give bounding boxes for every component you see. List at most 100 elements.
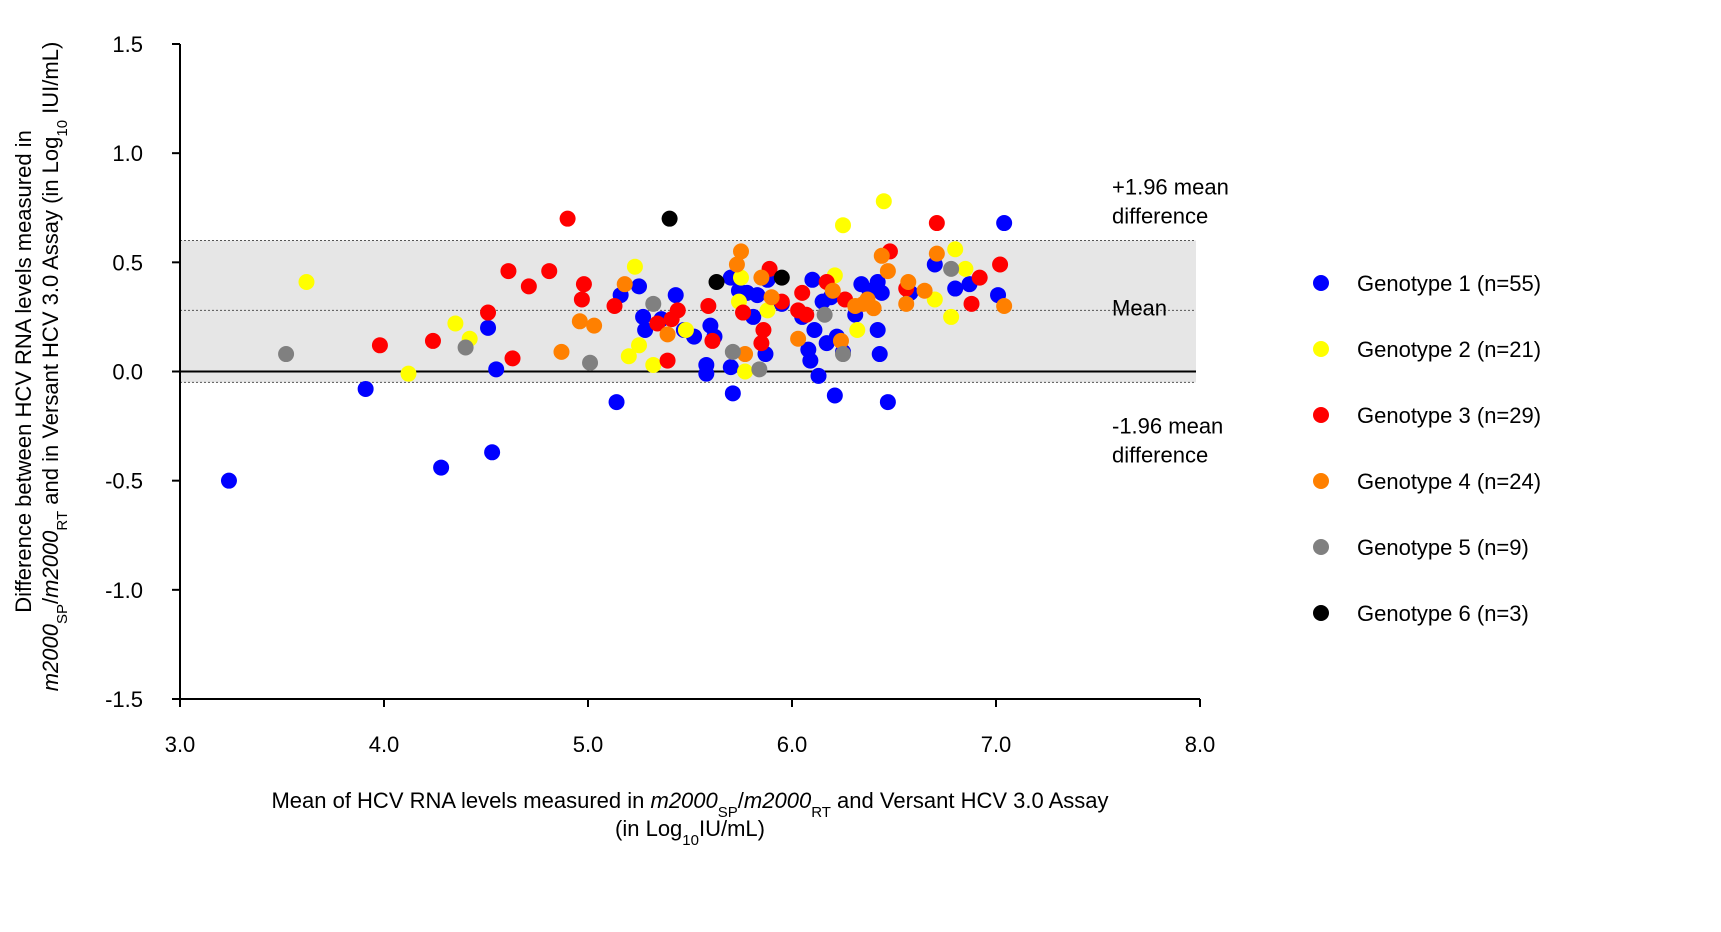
data-point: [645, 356, 662, 373]
data-point: [724, 343, 741, 360]
data-point: [875, 193, 892, 210]
y-tick-label: 1.0: [112, 141, 143, 166]
data-point: [963, 295, 980, 312]
legend-label: Genotype 1 (n=55): [1357, 271, 1541, 296]
data-point: [520, 278, 537, 295]
legend-item: Genotype 3 (n=29): [1313, 403, 1541, 428]
data-point: [424, 332, 441, 349]
x-axis-title-line1: Mean of HCV RNA levels measured in m2000…: [271, 788, 1108, 821]
data-points: [220, 193, 1013, 489]
data-point: [667, 287, 684, 304]
data-point: [996, 298, 1013, 314]
data-point: [582, 354, 599, 371]
title-fragment: SP: [718, 804, 738, 821]
data-point: [996, 215, 1013, 232]
legend-item: Genotype 4 (n=24): [1313, 469, 1541, 494]
data-point: [873, 284, 890, 301]
data-point: [677, 322, 694, 339]
x-tick-label: 6.0: [777, 732, 808, 757]
data-point: [480, 304, 497, 321]
data-point: [649, 315, 666, 332]
y-tick-label: -1.5: [105, 687, 143, 712]
y-tick-label: 0.5: [112, 250, 143, 275]
legend-label: Genotype 3 (n=29): [1357, 403, 1541, 428]
legend-label: Genotype 2 (n=21): [1357, 337, 1541, 362]
data-point: [616, 276, 633, 293]
legend-item: Genotype 2 (n=21): [1313, 337, 1541, 362]
y-axis-title-line1: Difference between HCV RNA levels measur…: [11, 130, 36, 613]
data-point: [806, 322, 823, 339]
data-point: [553, 343, 570, 360]
data-point: [357, 380, 374, 397]
title-fragment: (in Log: [615, 816, 682, 841]
data-point: [608, 394, 625, 411]
lower-limit-label: -1.96 mean difference: [1112, 413, 1229, 467]
data-point: [971, 269, 988, 286]
data-point: [631, 337, 647, 354]
data-point: [659, 352, 676, 369]
title-fragment: m2000: [651, 788, 719, 813]
x-tick-label: 3.0: [165, 732, 196, 757]
data-point: [755, 322, 772, 339]
x-tick-label: 7.0: [981, 732, 1012, 757]
title-fragment: and in Versant HCV 3.0 Assay (in Log: [38, 137, 63, 511]
title-fragment: m2000: [744, 788, 812, 813]
data-point: [737, 363, 754, 380]
data-point: [626, 258, 643, 275]
data-point: [947, 280, 964, 297]
data-point: [220, 472, 237, 489]
data-point: [278, 346, 295, 363]
legend-marker: [1313, 275, 1329, 291]
data-point: [773, 269, 790, 286]
y-tick-label: 0.0: [112, 360, 143, 385]
data-point: [504, 350, 521, 367]
data-point: [298, 273, 315, 290]
data-point: [488, 361, 505, 378]
legend-marker: [1313, 407, 1329, 423]
data-point: [871, 346, 888, 363]
title-fragment: IU/mL): [699, 816, 765, 841]
y-axis-title-line2: m2000SP/m2000RT and in Versant HCV 3.0 A…: [38, 42, 71, 692]
data-point: [947, 241, 964, 258]
data-point: [559, 210, 576, 227]
title-fragment: RT: [811, 804, 831, 821]
data-point: [835, 346, 851, 363]
legend-label: Genotype 5 (n=9): [1357, 535, 1529, 560]
data-point: [753, 269, 770, 286]
title-fragment: m2000: [38, 623, 63, 691]
x-tick-label: 4.0: [369, 732, 400, 757]
data-point: [735, 304, 752, 321]
data-point: [798, 306, 815, 323]
data-point: [928, 245, 945, 262]
title-fragment: Difference between HCV RNA levels measur…: [11, 130, 36, 613]
data-point: [733, 243, 749, 260]
data-point: [898, 295, 915, 312]
data-point: [722, 359, 739, 376]
data-point: [620, 348, 637, 365]
data-point: [606, 298, 623, 314]
data-point: [737, 346, 754, 363]
data-point: [631, 278, 647, 295]
data-point: [573, 291, 590, 308]
x-axis-title-line2: (in Log10IU/mL): [615, 816, 765, 849]
data-point: [916, 282, 933, 299]
data-point: [943, 260, 960, 277]
lower-limit-label-line1: -1.96 mean: [1112, 413, 1223, 438]
data-point: [763, 289, 780, 306]
data-point: [571, 313, 588, 330]
title-fragment: m2000: [38, 530, 63, 598]
data-point: [759, 302, 776, 319]
data-point: [835, 217, 851, 234]
data-point: [832, 332, 849, 349]
data-point: [957, 260, 974, 277]
data-point: [790, 330, 807, 347]
x-tick-label: 8.0: [1185, 732, 1216, 757]
legend-label: Genotype 4 (n=24): [1357, 469, 1541, 494]
title-fragment: /: [38, 597, 63, 604]
x-tick-label: 5.0: [573, 732, 604, 757]
title-fragment: 10: [682, 832, 699, 849]
title-fragment: IUI/mL): [38, 42, 63, 120]
data-point: [879, 394, 896, 411]
data-point: [661, 210, 678, 227]
y-tick-label: -1.0: [105, 578, 143, 603]
